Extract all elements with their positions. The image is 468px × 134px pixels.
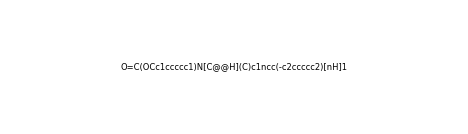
Text: O=C(OCc1ccccc1)N[C@@H](C)c1ncc(-c2ccccc2)[nH]1: O=C(OCc1ccccc1)N[C@@H](C)c1ncc(-c2ccccc2… [120, 62, 348, 72]
